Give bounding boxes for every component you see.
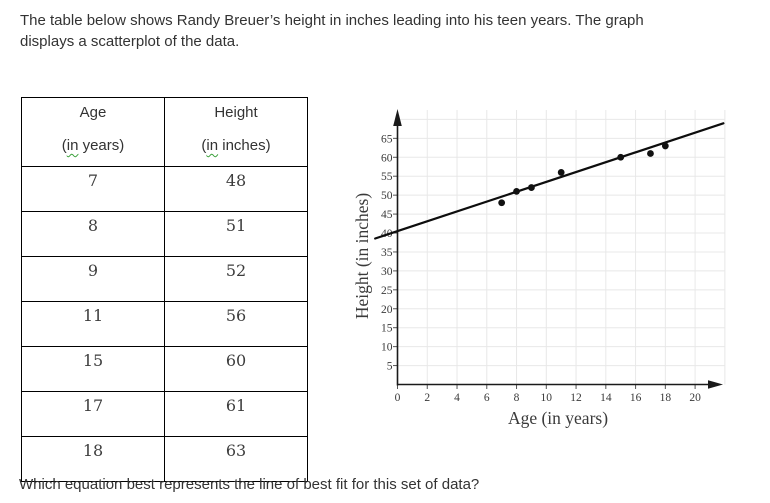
height-cell: 56 bbox=[164, 301, 308, 347]
scatterplot-figure: 0246810121416182051015202530354045505560… bbox=[340, 88, 760, 438]
y-tick-label: 60 bbox=[381, 152, 393, 164]
age-cell: 11 bbox=[21, 301, 165, 347]
y-tick-label: 25 bbox=[381, 285, 393, 297]
y-tick-label: 20 bbox=[381, 304, 393, 316]
height-cell: 63 bbox=[164, 436, 308, 482]
age-cell: 15 bbox=[21, 346, 165, 392]
x-axis-title: Age (in years) bbox=[508, 408, 608, 428]
data-point bbox=[557, 169, 565, 176]
x-tick-label: 12 bbox=[570, 392, 582, 404]
x-tick-label: 4 bbox=[454, 392, 460, 404]
age-cell: 9 bbox=[21, 256, 165, 302]
height-cell: 61 bbox=[164, 391, 308, 437]
x-tick-label: 10 bbox=[541, 392, 553, 404]
age-cell: 17 bbox=[21, 391, 165, 437]
height-cell: 51 bbox=[164, 211, 308, 257]
data-point bbox=[498, 199, 506, 207]
table-header-row: Age (in years) Height (in inches) bbox=[21, 97, 308, 167]
x-tick-label: 14 bbox=[600, 392, 612, 404]
x-axis-arrow-icon bbox=[708, 380, 723, 389]
height-header-title: Height bbox=[214, 104, 258, 121]
spellcheck-underline: in bbox=[206, 137, 219, 154]
y-tick-label: 15 bbox=[381, 323, 393, 335]
question-text: Which equation best represents the line … bbox=[19, 476, 480, 493]
x-tick-label: 18 bbox=[660, 392, 672, 404]
height-cell: 60 bbox=[164, 346, 308, 392]
age-cell: 7 bbox=[21, 166, 165, 212]
y-tick-label: 65 bbox=[381, 133, 393, 145]
scatterplot-svg: 0246810121416182051015202530354045505560… bbox=[352, 109, 726, 428]
data-table: Age (in years) Height (in inches) 7 48 8… bbox=[21, 97, 308, 482]
height-cell: 48 bbox=[164, 166, 308, 212]
y-tick-label: 10 bbox=[381, 342, 393, 354]
height-cell: 52 bbox=[164, 256, 308, 302]
table-row: 15 60 bbox=[21, 346, 308, 392]
y-tick-label: 35 bbox=[381, 247, 393, 259]
table-row: 17 61 bbox=[21, 391, 308, 437]
y-tick-label: 50 bbox=[381, 190, 393, 202]
x-tick-label: 8 bbox=[514, 392, 520, 404]
x-tick-label: 6 bbox=[484, 392, 490, 404]
table-row: 7 48 bbox=[21, 166, 308, 212]
table-row: 18 63 bbox=[21, 436, 308, 482]
data-point bbox=[513, 187, 520, 195]
data-point bbox=[528, 184, 535, 191]
data-point bbox=[647, 150, 654, 157]
y-tick-label: 30 bbox=[381, 266, 393, 278]
table-row: 9 52 bbox=[21, 256, 308, 302]
age-cell: 8 bbox=[21, 211, 165, 257]
height-header-unit: (in inches) bbox=[201, 137, 271, 154]
x-tick-label: 16 bbox=[630, 392, 642, 404]
problem-statement: The table below shows Randy Breuer’s hei… bbox=[20, 10, 730, 52]
x-tick-label: 0 bbox=[395, 392, 401, 404]
data-point bbox=[661, 142, 669, 150]
x-tick-label: 2 bbox=[424, 392, 430, 404]
table-header-height: Height (in inches) bbox=[164, 97, 308, 167]
table-row: 8 51 bbox=[21, 211, 308, 257]
y-tick-label: 55 bbox=[381, 171, 393, 183]
y-axis-arrow-icon bbox=[393, 109, 402, 126]
table-row: 11 56 bbox=[21, 301, 308, 347]
data-point bbox=[617, 153, 625, 161]
problem-statement-line2: displays a scatterplot of the data. bbox=[20, 33, 240, 50]
trend-line bbox=[374, 122, 725, 240]
table-header-age: Age (in years) bbox=[21, 97, 165, 167]
y-tick-label: 45 bbox=[381, 209, 393, 221]
age-header-title: Age bbox=[79, 104, 107, 121]
age-header-unit: (in years) bbox=[61, 137, 125, 154]
age-cell: 18 bbox=[21, 436, 165, 482]
spellcheck-underline: in bbox=[66, 137, 79, 154]
x-tick-label: 20 bbox=[689, 392, 701, 404]
problem-statement-line1: The table below shows Randy Breuer’s hei… bbox=[20, 12, 644, 29]
y-tick-label: 5 bbox=[387, 361, 393, 373]
y-axis-title: Height (in inches) bbox=[352, 193, 372, 320]
